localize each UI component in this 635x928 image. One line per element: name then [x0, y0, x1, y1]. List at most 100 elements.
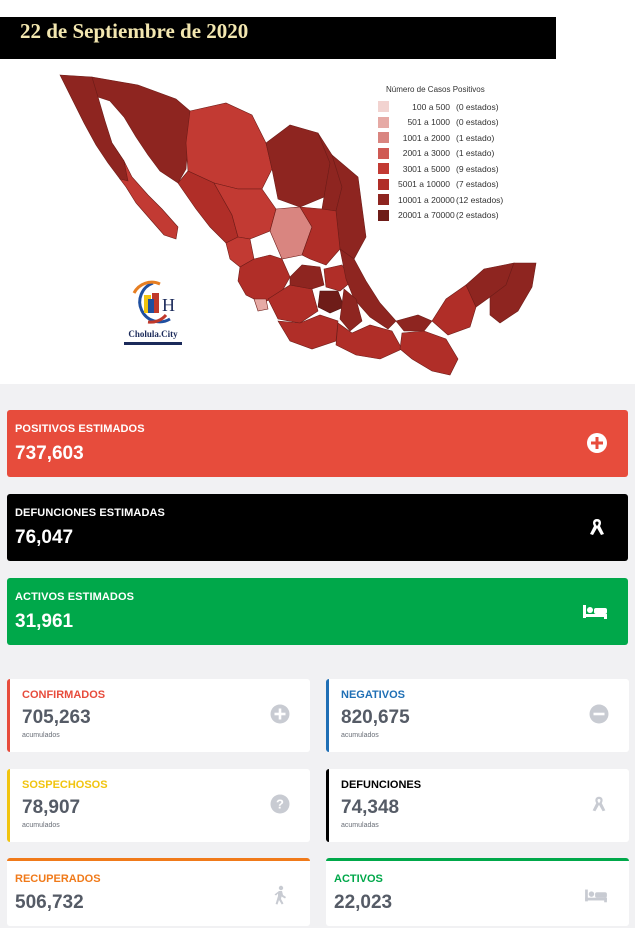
legend-swatch: [378, 116, 389, 128]
logo-text: Cholula.City: [128, 329, 178, 339]
recuperados-card: RECUPERADOS 506,732: [7, 858, 310, 926]
legend-swatch: [378, 101, 389, 113]
map-legend: Número de Casos Positivos 100 a 500 (0 es…: [378, 85, 503, 223]
negativos-card: NEGATIVOS 820,675 acumulados: [326, 679, 629, 752]
state-cdmx[interactable]: [317, 290, 345, 314]
ribbon-icon: [590, 519, 604, 535]
legend-title: Número de Casos Positivos: [386, 85, 485, 94]
legend-count: (12 estados): [456, 194, 504, 205]
state-quintana-roo[interactable]: [489, 262, 537, 324]
legend-count: (1 estado): [456, 132, 495, 143]
legend-swatch: [378, 132, 389, 144]
legend-range: 5001 a 10000: [398, 179, 450, 190]
legend-count: (0 estados): [456, 117, 499, 128]
state-oaxaca[interactable]: [335, 322, 403, 360]
legend-count: (1 estado): [456, 148, 495, 159]
negativos-value: 820,675: [341, 707, 410, 728]
state-chiapas[interactable]: [399, 330, 459, 376]
sospechosos-card: SOSPECHOSOS 78,907 acumulados ?: [7, 769, 310, 842]
positivos-estimados-card: POSITIVOS ESTIMADOS 737,603: [7, 410, 628, 477]
sospechosos-sub: acumulados: [22, 822, 60, 829]
recuperados-value: 506,732: [15, 892, 84, 913]
sospechosos-label: SOSPECHOSOS: [22, 779, 108, 791]
activos-estimados-value: 31,961: [15, 611, 74, 632]
svg-text:H: H: [162, 295, 175, 315]
map-panel: Número de Casos Positivos 100 a 500 (0 es…: [0, 59, 635, 399]
defunciones-estimadas-value: 76,047: [15, 527, 74, 548]
legend-item: 2001 a 3000 (1 estado): [378, 146, 503, 162]
defunciones-card: DEFUNCIONES 74,348 acumuladas: [326, 769, 629, 842]
legend-range: 1001 a 2000: [402, 132, 450, 143]
defunciones-sub: acumuladas: [341, 822, 379, 829]
bed-icon: [585, 889, 607, 903]
sospechosos-value: 78,907: [22, 797, 81, 818]
legend-item: 3001 a 5000 (9 estados): [378, 161, 503, 177]
confirmados-sub: acumulados: [22, 732, 60, 739]
state-baja-california-sur[interactable]: [111, 142, 179, 240]
mexico-map: [59, 74, 537, 376]
logo-emblem-icon: H: [132, 280, 175, 324]
logo-underline: [124, 342, 182, 345]
activos-estimados-card: ACTIVOS ESTIMADOS 31,961: [7, 578, 628, 645]
positivos-estimados-value: 737,603: [15, 443, 84, 464]
confirmados-card: CONFIRMADOS 705,263 acumulados: [7, 679, 310, 752]
stats-dashboard: POSITIVOS ESTIMADOS 737,603 DEFUNCIONES …: [0, 384, 635, 928]
legend-range: 10001 a 20000: [398, 194, 455, 205]
plus-circle-icon: [587, 433, 607, 453]
date-banner: 22 de Septiembre de 2020: [0, 17, 556, 59]
defunciones-estimadas-card: DEFUNCIONES ESTIMADAS 76,047: [7, 494, 628, 561]
legend-range: 2001 a 3000: [402, 148, 450, 159]
cholula-city-logo: H Cholula.City: [122, 279, 184, 345]
positivos-estimados-label: POSITIVOS ESTIMADOS: [15, 423, 145, 435]
defunciones-label: DEFUNCIONES: [341, 779, 422, 791]
state-veracruz[interactable]: [339, 248, 397, 330]
legend-range: 20001 a 70000: [398, 210, 455, 221]
activos-label: ACTIVOS: [334, 873, 383, 885]
svg-text:?: ?: [276, 797, 284, 812]
ribbon-icon: [592, 796, 606, 812]
defunciones-estimadas-label: DEFUNCIONES ESTIMADAS: [15, 507, 165, 519]
activos-value: 22,023: [334, 892, 393, 913]
recuperados-label: RECUPERADOS: [15, 873, 101, 885]
state-tabasco[interactable]: [395, 314, 433, 332]
legend-range: 3001 a 5000: [402, 163, 450, 174]
walking-icon: [274, 885, 286, 905]
plus-circle-icon: [270, 704, 290, 724]
date-title: 22 de Septiembre de 2020: [20, 19, 249, 43]
question-circle-icon: ?: [270, 794, 290, 814]
state-jalisco[interactable]: [237, 254, 291, 304]
state-san-luis-potosi[interactable]: [299, 206, 341, 266]
legend-item: 1001 a 2000 (1 estado): [378, 130, 503, 146]
legend-item: 501 a 1000 (0 estados): [378, 115, 503, 131]
activos-card: ACTIVOS 22,023: [326, 858, 629, 926]
state-guanajuato[interactable]: [289, 264, 325, 290]
negativos-sub: acumulados: [341, 732, 379, 739]
defunciones-value: 74,348: [341, 797, 400, 818]
legend-swatch: [378, 209, 389, 221]
legend-swatch: [378, 194, 389, 206]
legend-item: 20001 a 70000 (2 estados): [378, 208, 503, 224]
confirmados-value: 705,263: [22, 707, 91, 728]
legend-swatch: [378, 163, 389, 175]
state-puebla[interactable]: [339, 288, 363, 332]
legend-rows: 100 a 500 (0 estados) 501 a 1000 (0 estados…: [378, 99, 503, 223]
legend-count: (0 estados): [456, 101, 499, 112]
legend-count: (2 estados): [456, 210, 499, 221]
legend-item: 10001 a 20000 (12 estados): [378, 192, 503, 208]
legend-item: 5001 a 10000 (7 estados): [378, 177, 503, 193]
legend-range: 100 a 500: [412, 101, 450, 112]
legend-swatch: [378, 178, 389, 190]
state-sonora[interactable]: [91, 76, 191, 184]
legend-count: (7 estados): [456, 179, 499, 190]
confirmados-label: CONFIRMADOS: [22, 689, 106, 701]
negativos-label: NEGATIVOS: [341, 689, 405, 701]
legend-range: 501 a 1000: [407, 117, 450, 128]
activos-estimados-label: ACTIVOS ESTIMADOS: [15, 591, 135, 603]
state-colima[interactable]: [253, 298, 269, 312]
legend-count: (9 estados): [456, 163, 499, 174]
legend-swatch: [378, 147, 389, 159]
legend-item: 100 a 500 (0 estados): [378, 99, 503, 115]
bed-icon: [583, 605, 607, 619]
minus-circle-icon: [589, 704, 609, 724]
